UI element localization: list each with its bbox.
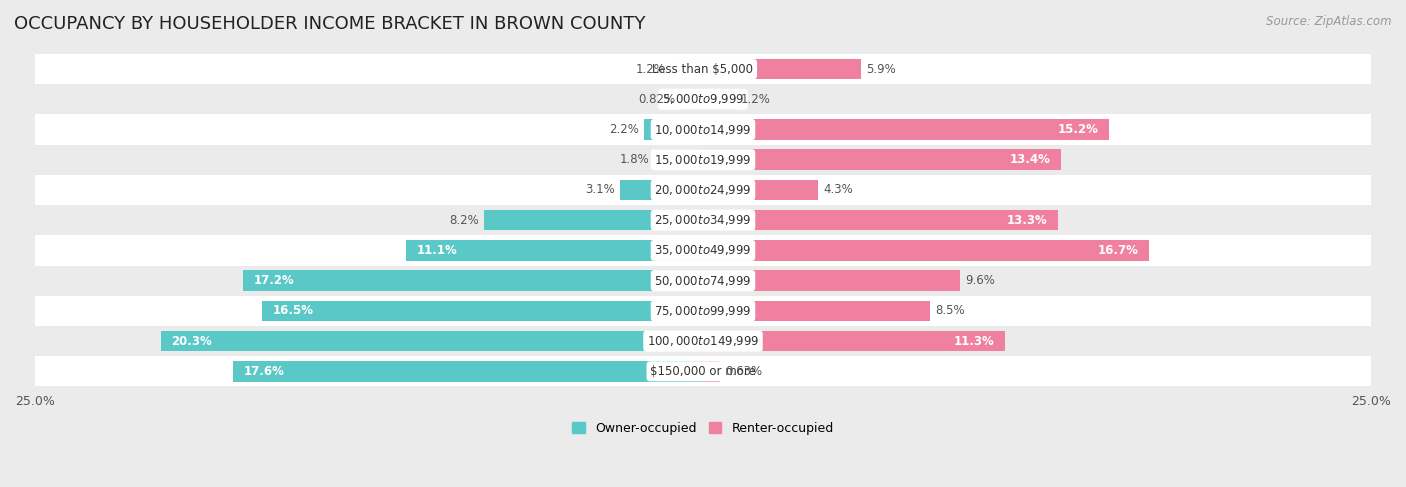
Bar: [703, 270, 959, 291]
Text: 2.2%: 2.2%: [609, 123, 638, 136]
Text: 17.6%: 17.6%: [243, 365, 284, 378]
Bar: [406, 240, 703, 261]
Bar: [35, 235, 1371, 265]
Bar: [671, 59, 703, 79]
Text: 20.3%: 20.3%: [172, 335, 212, 348]
Bar: [703, 300, 931, 321]
Bar: [703, 59, 860, 79]
Bar: [703, 150, 1062, 170]
Bar: [484, 210, 703, 230]
Bar: [703, 361, 720, 382]
Bar: [703, 89, 735, 110]
Text: 8.5%: 8.5%: [935, 304, 965, 318]
Bar: [35, 265, 1371, 296]
Text: Source: ZipAtlas.com: Source: ZipAtlas.com: [1267, 15, 1392, 28]
Bar: [655, 150, 703, 170]
Text: 1.2%: 1.2%: [636, 62, 665, 75]
Bar: [703, 331, 1005, 351]
Text: $100,000 to $149,999: $100,000 to $149,999: [647, 334, 759, 348]
Bar: [160, 331, 703, 351]
Text: OCCUPANCY BY HOUSEHOLDER INCOME BRACKET IN BROWN COUNTY: OCCUPANCY BY HOUSEHOLDER INCOME BRACKET …: [14, 15, 645, 33]
Text: 16.7%: 16.7%: [1098, 244, 1139, 257]
Text: 1.8%: 1.8%: [620, 153, 650, 166]
Text: 9.6%: 9.6%: [965, 274, 995, 287]
Text: 3.1%: 3.1%: [585, 184, 614, 196]
Text: 13.4%: 13.4%: [1010, 153, 1050, 166]
Text: 1.2%: 1.2%: [741, 93, 770, 106]
Text: $75,000 to $99,999: $75,000 to $99,999: [654, 304, 752, 318]
Bar: [35, 84, 1371, 114]
Text: $5,000 to $9,999: $5,000 to $9,999: [662, 93, 744, 106]
Text: Less than $5,000: Less than $5,000: [652, 62, 754, 75]
Bar: [262, 300, 703, 321]
Bar: [35, 114, 1371, 145]
Bar: [620, 180, 703, 200]
Bar: [703, 119, 1109, 140]
Bar: [703, 180, 818, 200]
Bar: [35, 326, 1371, 356]
Text: 16.5%: 16.5%: [273, 304, 314, 318]
Text: $15,000 to $19,999: $15,000 to $19,999: [654, 153, 752, 167]
Bar: [703, 210, 1059, 230]
Bar: [703, 240, 1149, 261]
Text: 8.2%: 8.2%: [449, 214, 478, 226]
Bar: [35, 145, 1371, 175]
Bar: [35, 205, 1371, 235]
Text: 4.3%: 4.3%: [824, 184, 853, 196]
Text: 11.1%: 11.1%: [418, 244, 458, 257]
Text: $35,000 to $49,999: $35,000 to $49,999: [654, 244, 752, 258]
Text: 17.2%: 17.2%: [254, 274, 295, 287]
Text: 11.3%: 11.3%: [953, 335, 994, 348]
Bar: [35, 175, 1371, 205]
Text: 0.82%: 0.82%: [638, 93, 676, 106]
Text: 0.63%: 0.63%: [725, 365, 762, 378]
Text: $20,000 to $24,999: $20,000 to $24,999: [654, 183, 752, 197]
Text: 13.3%: 13.3%: [1007, 214, 1047, 226]
Bar: [243, 270, 703, 291]
Text: 15.2%: 15.2%: [1057, 123, 1098, 136]
Text: $10,000 to $14,999: $10,000 to $14,999: [654, 123, 752, 136]
Text: $150,000 or more: $150,000 or more: [650, 365, 756, 378]
Bar: [35, 54, 1371, 84]
Bar: [35, 296, 1371, 326]
Bar: [681, 89, 703, 110]
Text: 5.9%: 5.9%: [866, 62, 896, 75]
Bar: [232, 361, 703, 382]
Text: $25,000 to $34,999: $25,000 to $34,999: [654, 213, 752, 227]
Legend: Owner-occupied, Renter-occupied: Owner-occupied, Renter-occupied: [568, 417, 838, 440]
Bar: [644, 119, 703, 140]
Bar: [35, 356, 1371, 386]
Text: $50,000 to $74,999: $50,000 to $74,999: [654, 274, 752, 288]
